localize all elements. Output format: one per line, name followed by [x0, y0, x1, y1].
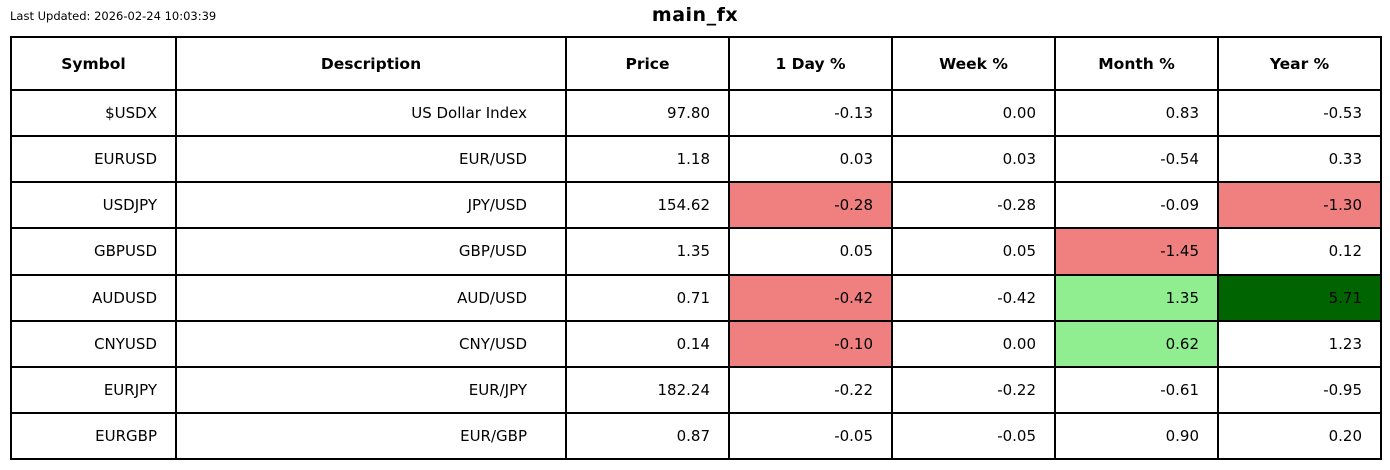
cell-symbol: EURUSD	[10, 135, 177, 184]
cell-month-pct: -0.54	[1054, 135, 1219, 184]
cell-price: 1.35	[565, 227, 730, 276]
cell-week-pct: 0.00	[891, 88, 1056, 138]
column-header-symbol: Symbol	[10, 36, 177, 91]
table-row: USDJPY JPY/USD 154.62 -0.28 -0.28 -0.09 -1.30	[10, 181, 1382, 230]
cell-day-pct: -0.10	[728, 319, 893, 368]
cell-month-pct: 1.35	[1054, 273, 1219, 322]
cell-year-pct: -0.95	[1217, 365, 1382, 414]
last-updated-timestamp: Last Updated: 2026-02-24 10:03:39	[10, 9, 217, 23]
cell-week-pct: -0.42	[891, 273, 1056, 322]
cell-price: 1.18	[565, 135, 730, 184]
cell-year-pct: -0.53	[1217, 88, 1382, 138]
cell-week-pct: -0.05	[891, 411, 1056, 461]
column-header-price: Price	[565, 36, 730, 91]
cell-description: EUR/USD	[175, 135, 567, 184]
cell-description: US Dollar Index	[175, 88, 567, 138]
column-header-month-pct: Month %	[1054, 36, 1219, 91]
page-title: main_fx	[651, 4, 739, 26]
cell-symbol: EURJPY	[10, 365, 177, 414]
table-row: $USDX US Dollar Index 97.80 -0.13 0.00 0.83 -0…	[10, 88, 1382, 138]
cell-day-pct: -0.05	[728, 411, 893, 461]
cell-symbol: AUDUSD	[10, 273, 177, 322]
fx-table-body: $USDX US Dollar Index 97.80 -0.13 0.00 0.83 -0…	[10, 88, 1382, 461]
cell-week-pct: 0.05	[891, 227, 1056, 276]
column-header-description: Description	[175, 36, 567, 91]
cell-month-pct: 0.83	[1054, 88, 1219, 138]
cell-month-pct: 0.90	[1054, 411, 1219, 461]
cell-price: 0.14	[565, 319, 730, 368]
cell-price: 0.87	[565, 411, 730, 461]
cell-week-pct: -0.22	[891, 365, 1056, 414]
cell-month-pct: 0.62	[1054, 319, 1219, 368]
column-header-day-pct: 1 Day %	[728, 36, 893, 91]
cell-week-pct: 0.00	[891, 319, 1056, 368]
cell-symbol: GBPUSD	[10, 227, 177, 276]
cell-day-pct: -0.13	[728, 88, 893, 138]
cell-description: AUD/USD	[175, 273, 567, 322]
cell-price: 0.71	[565, 273, 730, 322]
cell-description: EUR/GBP	[175, 411, 567, 461]
cell-day-pct: 0.03	[728, 135, 893, 184]
cell-year-pct: -1.30	[1217, 181, 1382, 230]
cell-symbol: CNYUSD	[10, 319, 177, 368]
cell-day-pct: -0.22	[728, 365, 893, 414]
cell-year-pct: 1.23	[1217, 319, 1382, 368]
table-row: EURUSD EUR/USD 1.18 0.03 0.03 -0.54 0.33	[10, 135, 1382, 184]
cell-symbol: EURGBP	[10, 411, 177, 461]
cell-week-pct: -0.28	[891, 181, 1056, 230]
table-row: AUDUSD AUD/USD 0.71 -0.42 -0.42 1.35 5.71	[10, 273, 1382, 322]
cell-description: JPY/USD	[175, 181, 567, 230]
column-header-week-pct: Week %	[891, 36, 1056, 91]
cell-symbol: USDJPY	[10, 181, 177, 230]
table-row: EURJPY EUR/JPY 182.24 -0.22 -0.22 -0.61 -0.95	[10, 365, 1382, 414]
fx-table: Symbol Description Price 1 Day % Week % Month…	[10, 36, 1382, 461]
cell-month-pct: -1.45	[1054, 227, 1219, 276]
cell-day-pct: -0.42	[728, 273, 893, 322]
cell-month-pct: -0.61	[1054, 365, 1219, 414]
cell-price: 182.24	[565, 365, 730, 414]
cell-description: GBP/USD	[175, 227, 567, 276]
cell-year-pct: 0.33	[1217, 135, 1382, 184]
cell-week-pct: 0.03	[891, 135, 1056, 184]
column-header-year-pct: Year %	[1217, 36, 1382, 91]
cell-day-pct: 0.05	[728, 227, 893, 276]
cell-price: 97.80	[565, 88, 730, 138]
cell-description: CNY/USD	[175, 319, 567, 368]
cell-year-pct: 0.20	[1217, 411, 1382, 461]
cell-price: 154.62	[565, 181, 730, 230]
table-row: CNYUSD CNY/USD 0.14 -0.10 0.00 0.62 1.23	[10, 319, 1382, 368]
cell-description: EUR/JPY	[175, 365, 567, 414]
cell-year-pct: 5.71	[1217, 273, 1382, 322]
cell-month-pct: -0.09	[1054, 181, 1219, 230]
header-row: Symbol Description Price 1 Day % Week % Month…	[10, 36, 1382, 91]
cell-day-pct: -0.28	[728, 181, 893, 230]
table-row: GBPUSD GBP/USD 1.35 0.05 0.05 -1.45 0.12	[10, 227, 1382, 276]
cell-year-pct: 0.12	[1217, 227, 1382, 276]
cell-symbol: $USDX	[10, 88, 177, 138]
table-row: EURGBP EUR/GBP 0.87 -0.05 -0.05 0.90 0.20	[10, 411, 1382, 461]
